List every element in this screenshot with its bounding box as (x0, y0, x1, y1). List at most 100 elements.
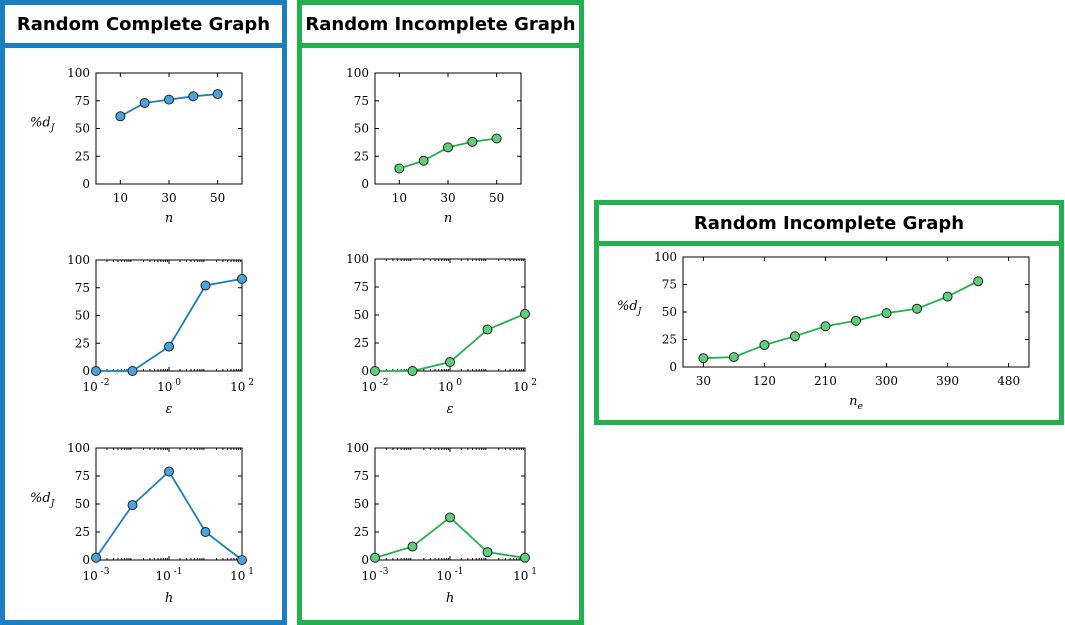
data-point (212, 89, 223, 100)
data-point (200, 280, 211, 291)
y-axis-label: %dJ (30, 116, 56, 134)
data-point (445, 357, 455, 368)
x-tick-label: 10 -1 (156, 567, 183, 583)
x-axis-label: ε (166, 402, 173, 417)
y-tick-label: 25 (75, 336, 90, 350)
plot-frame (95, 72, 243, 185)
data-point (759, 340, 770, 350)
y-axis-label: %dJ (617, 299, 643, 317)
data-point (370, 366, 380, 376)
data-point (789, 331, 800, 342)
y-tick-label: 75 (75, 94, 90, 108)
y-tick-label: 25 (75, 149, 90, 163)
data-point (394, 163, 405, 174)
y-tick-label: 50 (662, 305, 677, 319)
y-tick-label: 25 (75, 525, 90, 539)
data-point (237, 555, 247, 565)
data-point (164, 341, 174, 352)
y-tick-label: 25 (662, 333, 677, 347)
y-tick-label: 0 (82, 177, 90, 191)
plot-frame (682, 256, 1030, 368)
x-tick-label: 10 -1 (437, 567, 464, 583)
data-point (200, 527, 211, 537)
x-tick-label: 10 -3 (362, 567, 389, 583)
data-point (520, 552, 530, 563)
incomplete-graph-ne-panel (594, 246, 1064, 425)
x-axis-label: h (446, 591, 454, 606)
incomplete-graph-panel (297, 48, 584, 625)
y-tick-label: 0 (361, 364, 369, 378)
plot-frame (374, 258, 526, 372)
y-tick-label: 0 (669, 360, 677, 374)
y-tick-label: 100 (67, 66, 90, 80)
data-point (728, 352, 739, 363)
y-tick-label: 75 (354, 469, 369, 483)
y-tick-label: 0 (82, 553, 90, 567)
y-tick-label: 25 (354, 525, 369, 539)
y-tick-label: 50 (75, 122, 90, 136)
data-point (127, 500, 138, 511)
data-point (188, 91, 199, 102)
chart-incomplete-eps: 0 25 50 75 100 10 -2 10 0 10 2 ε (346, 252, 537, 417)
y-axis-label: %dJ (30, 491, 56, 509)
data-point (407, 366, 418, 376)
incomplete-graph-title: Random Incomplete Graph (297, 0, 584, 48)
y-tick-label: 0 (361, 553, 369, 567)
x-tick-label: 10 1 (230, 567, 254, 583)
data-point (942, 291, 953, 302)
chart-incomplete-n: 0 25 50 75 100 10 30 50 n (346, 66, 522, 226)
data-point (443, 142, 453, 153)
y-tick-label: 100 (67, 253, 90, 267)
data-point (851, 315, 861, 326)
data-point (698, 353, 709, 364)
plot-frame (374, 447, 526, 561)
x-axis-label: n (444, 211, 452, 226)
plot-frame (95, 259, 243, 372)
data-point (164, 466, 174, 477)
x-axis-label: ε (447, 402, 454, 417)
data-point (445, 512, 455, 523)
x-tick-label: 120 (753, 374, 776, 388)
data-point (115, 111, 126, 122)
chart-complete-n: 0 25 50 75 100 10 30 50 n %dJ (30, 66, 243, 226)
x-tick-label: 10 2 (513, 378, 537, 394)
data-point (820, 321, 831, 332)
x-tick-label: 30 (440, 191, 455, 205)
series-line (374, 516, 526, 559)
y-tick-label: 25 (354, 336, 369, 350)
y-tick-label: 100 (67, 441, 90, 455)
data-point (520, 308, 530, 319)
complete-graph-title: Random Complete Graph (0, 0, 287, 48)
data-point (91, 552, 101, 563)
data-point (482, 547, 493, 558)
chart-complete-h: 0 25 50 75 100 10 -3 10 -1 10 1 h %dJ (30, 441, 254, 606)
y-tick-label: 50 (75, 309, 90, 323)
x-tick-label: 30 (161, 191, 176, 205)
y-tick-label: 25 (354, 149, 369, 163)
x-tick-label: 50 (210, 191, 225, 205)
x-axis-label: h (165, 591, 173, 606)
data-point (139, 97, 150, 108)
y-tick-label: 100 (346, 252, 369, 266)
x-tick-label: 10 1 (513, 567, 537, 583)
x-tick-label: 30 (696, 374, 711, 388)
x-tick-label: 480 (997, 374, 1020, 388)
data-point (881, 308, 892, 319)
incomplete-graph-ne-title: Random Incomplete Graph (594, 200, 1064, 246)
data-point (418, 155, 429, 166)
data-point (973, 276, 984, 287)
y-tick-label: 0 (82, 364, 90, 378)
y-tick-label: 75 (662, 278, 677, 292)
series-line (703, 280, 979, 360)
y-tick-label: 100 (654, 250, 677, 264)
data-point (91, 366, 101, 376)
data-point (370, 552, 380, 563)
x-axis-label: ne (849, 394, 863, 412)
y-tick-label: 75 (354, 94, 369, 108)
x-tick-label: 10 (113, 191, 128, 205)
data-point (912, 303, 923, 314)
y-tick-label: 75 (75, 281, 90, 295)
x-axis-label: n (165, 211, 173, 226)
y-tick-label: 50 (75, 497, 90, 511)
